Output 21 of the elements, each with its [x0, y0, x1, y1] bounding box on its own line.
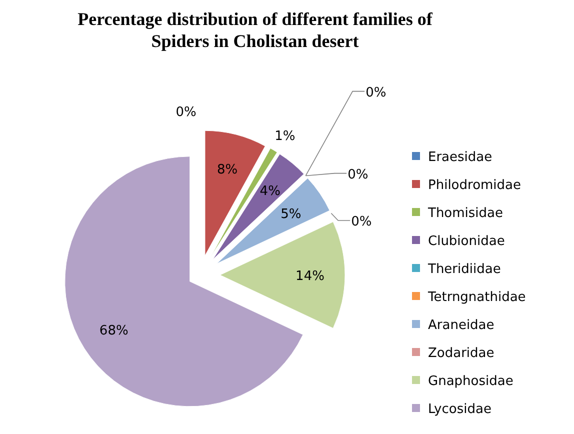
- chart-title: Percentage distribution of different families of Spiders in Cholistan desert: [78, 9, 434, 51]
- data-label: 1%: [274, 129, 296, 144]
- legend-label: Eraesidae: [428, 150, 492, 165]
- legend-label: Theridiidae: [427, 262, 501, 277]
- legend-label: Araneidae: [428, 318, 494, 333]
- text: 0%: [348, 167, 368, 182]
- legend-label: Philodromidae: [428, 178, 522, 193]
- legend-label: Zodaridae: [428, 346, 494, 361]
- legend-label: Tetrngnathidae: [427, 290, 526, 305]
- text: 0%: [366, 85, 386, 100]
- legend-label: Lycosidae: [428, 402, 492, 417]
- data-label: 8%: [217, 162, 238, 178]
- data-label: 4%: [260, 184, 280, 200]
- data-label: 5%: [280, 207, 302, 222]
- data-label: 14%: [296, 269, 324, 284]
- data-label: 68%: [99, 324, 128, 339]
- text: 0%: [176, 105, 196, 120]
- text: 0%: [351, 214, 372, 230]
- legend-label: Clubionidae: [428, 234, 505, 249]
- legend-label: Thomisidae: [427, 206, 504, 221]
- legend-label: Gnaphosidae: [428, 374, 514, 389]
